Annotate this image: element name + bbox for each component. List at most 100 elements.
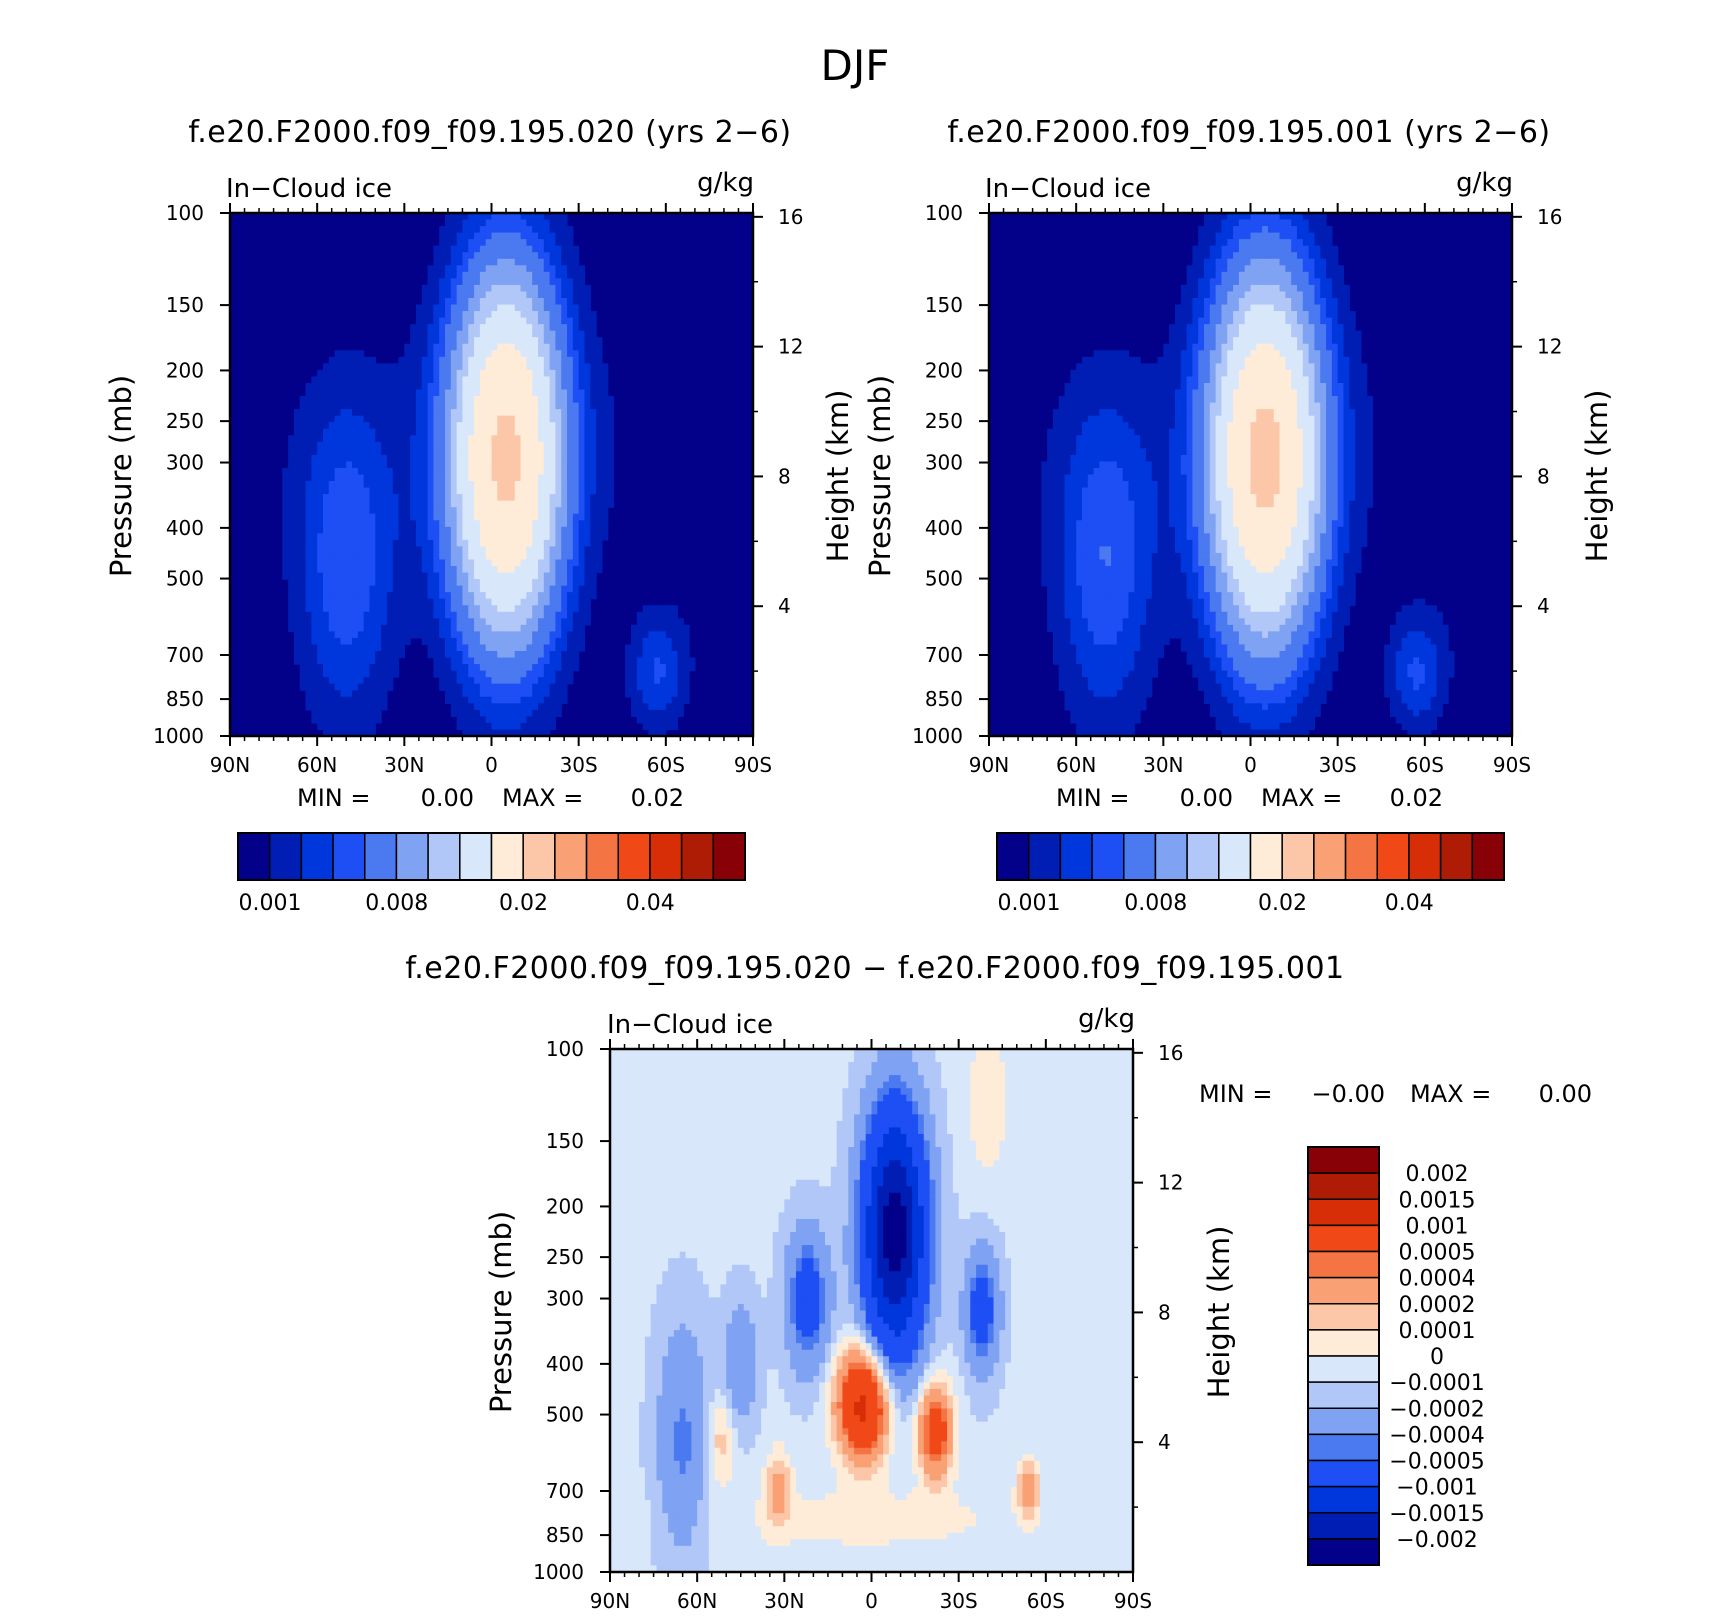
contour-cell bbox=[486, 455, 492, 462]
contour-cell bbox=[561, 383, 567, 390]
contour-cell bbox=[1221, 403, 1227, 410]
contour-cell bbox=[584, 488, 590, 495]
contour-cell bbox=[1314, 403, 1320, 410]
contour-cell bbox=[317, 697, 323, 704]
contour-cell bbox=[1320, 252, 1326, 259]
contour-cell bbox=[1274, 226, 1280, 233]
contour-cell bbox=[468, 324, 474, 331]
contour-cell bbox=[509, 318, 515, 325]
contour-cell bbox=[486, 233, 492, 240]
contour-cell bbox=[666, 684, 672, 691]
contour-cell bbox=[480, 435, 486, 442]
contour-cell bbox=[608, 475, 614, 482]
contour-cell bbox=[352, 638, 358, 645]
contour-cell bbox=[561, 638, 567, 645]
contour-cell bbox=[364, 481, 370, 488]
contour-cell bbox=[532, 559, 538, 566]
contour-cell bbox=[590, 520, 596, 527]
contour-cell bbox=[1175, 363, 1181, 370]
contour-cell bbox=[1198, 344, 1204, 351]
contour-cell bbox=[439, 494, 445, 501]
contour-cell bbox=[1239, 324, 1245, 331]
contour-cell bbox=[509, 265, 515, 272]
contour-cell bbox=[538, 481, 544, 488]
contour-cell bbox=[1123, 409, 1129, 416]
contour-cell bbox=[677, 684, 683, 691]
contour-cell bbox=[300, 455, 306, 462]
contour-cell bbox=[677, 677, 683, 684]
contour-cell bbox=[375, 618, 381, 625]
contour-cell bbox=[1076, 403, 1082, 410]
contour-cell bbox=[492, 573, 498, 580]
contour-cell bbox=[369, 599, 375, 606]
contour-cell bbox=[335, 383, 341, 390]
contour-cell bbox=[561, 631, 567, 638]
contour-cell bbox=[1268, 390, 1274, 397]
contour-cell bbox=[1216, 246, 1222, 253]
contour-cell bbox=[393, 586, 399, 593]
contour-cell bbox=[561, 644, 567, 651]
contour-cell bbox=[428, 403, 434, 410]
contour-cell bbox=[428, 422, 434, 429]
contour-cell bbox=[1280, 265, 1286, 272]
contour-cell bbox=[1262, 396, 1268, 403]
contour-cell bbox=[294, 520, 300, 527]
contour-cell bbox=[532, 383, 538, 390]
contour-cell bbox=[335, 494, 341, 501]
contour-cell bbox=[555, 566, 561, 573]
contour-cell bbox=[1163, 396, 1169, 403]
contour-cell bbox=[486, 350, 492, 357]
contour-cell bbox=[1146, 376, 1152, 383]
contour-cell bbox=[584, 403, 590, 410]
contour-cell bbox=[579, 533, 585, 540]
contour-cell bbox=[1227, 252, 1233, 259]
contour-cell bbox=[1123, 416, 1129, 423]
contour-cell bbox=[1309, 390, 1315, 397]
contour-cell bbox=[1314, 246, 1320, 253]
contour-cell bbox=[462, 442, 468, 449]
contour-cell bbox=[1169, 396, 1175, 403]
contour-cell bbox=[1227, 272, 1233, 279]
contour-cell bbox=[294, 651, 300, 658]
contour-cell bbox=[544, 488, 550, 495]
contour-cell bbox=[515, 220, 521, 227]
contour-cell bbox=[311, 592, 317, 599]
contour-cell bbox=[387, 586, 393, 593]
contour-cell bbox=[1303, 259, 1309, 266]
contour-cell bbox=[521, 703, 527, 710]
contour-cell bbox=[462, 625, 468, 632]
contour-cell bbox=[428, 599, 434, 606]
contour-cell bbox=[521, 291, 527, 298]
contour-cell bbox=[428, 324, 434, 331]
contour-cell bbox=[643, 716, 649, 723]
contour-cell bbox=[416, 527, 422, 534]
contour-cell bbox=[457, 337, 463, 344]
contour-cell bbox=[1268, 376, 1274, 383]
contour-cell bbox=[422, 455, 428, 462]
contour-cell bbox=[1175, 390, 1181, 397]
contour-cell bbox=[1251, 272, 1257, 279]
contour-cell bbox=[538, 461, 544, 468]
contour-cell bbox=[648, 651, 654, 658]
contour-cell bbox=[369, 586, 375, 593]
contour-cell bbox=[590, 383, 596, 390]
contour-cell bbox=[1314, 298, 1320, 305]
contour-cell bbox=[387, 644, 393, 651]
contour-cell bbox=[492, 488, 498, 495]
contour-cell bbox=[340, 507, 346, 514]
contour-cell bbox=[1099, 363, 1105, 370]
contour-cell bbox=[352, 605, 358, 612]
contour-cell bbox=[1320, 318, 1326, 325]
contour-cell bbox=[590, 540, 596, 547]
contour-cell bbox=[317, 416, 323, 423]
contour-cell bbox=[300, 644, 306, 651]
contour-cell bbox=[509, 285, 515, 292]
contour-cell bbox=[561, 494, 567, 501]
contour-cell bbox=[468, 246, 474, 253]
contour-cell bbox=[538, 291, 544, 298]
contour-cell bbox=[1280, 252, 1286, 259]
contour-cell bbox=[1309, 416, 1315, 423]
contour-cell bbox=[439, 533, 445, 540]
contour-cell bbox=[457, 677, 463, 684]
contour-cell bbox=[492, 690, 498, 697]
